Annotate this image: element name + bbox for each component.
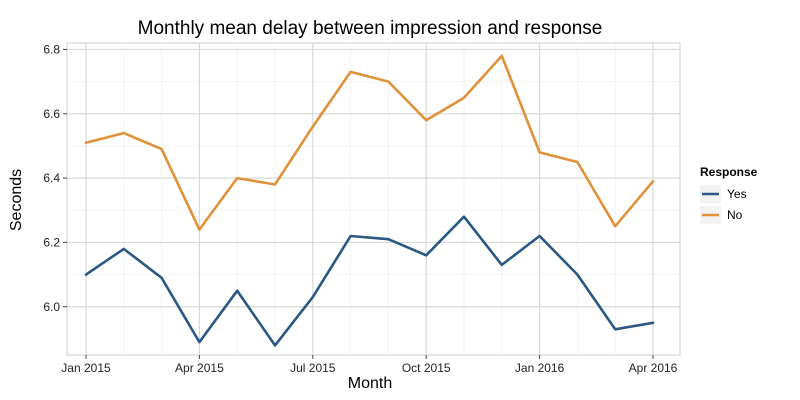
legend-items: Yes No bbox=[700, 185, 747, 224]
major-gridlines bbox=[67, 43, 680, 355]
legend-label-no: No bbox=[727, 208, 743, 222]
x-tick-label: Jul 2015 bbox=[290, 361, 336, 375]
legend: Response Yes No bbox=[700, 165, 758, 224]
x-tick-label: Apr 2015 bbox=[175, 361, 224, 375]
y-axis-ticks: 6.0 6.2 6.4 6.6 6.8 bbox=[43, 42, 67, 314]
legend-label-yes: Yes bbox=[727, 187, 747, 201]
x-axis-ticks: Jan 2015 Apr 2015 Jul 2015 Oct 2015 Jan 2016… bbox=[61, 355, 678, 375]
chart-title: Monthly mean delay between impression an… bbox=[138, 18, 603, 39]
minor-gridlines bbox=[67, 43, 680, 355]
y-axis-title: Seconds bbox=[8, 169, 25, 231]
series-lines bbox=[84, 54, 655, 347]
y-tick-label: 6.0 bbox=[43, 300, 60, 314]
y-tick-label: 6.8 bbox=[43, 42, 60, 56]
y-tick-label: 6.2 bbox=[43, 235, 60, 249]
y-tick-label: 6.6 bbox=[43, 107, 60, 121]
plot-panel bbox=[66, 42, 681, 356]
series-line-no bbox=[84, 54, 655, 231]
x-tick-label: Jan 2015 bbox=[61, 361, 111, 375]
y-tick-label: 6.4 bbox=[43, 171, 60, 185]
x-tick-label: Apr 2016 bbox=[629, 361, 678, 375]
legend-title: Response bbox=[700, 165, 758, 179]
x-tick-label: Jan 2016 bbox=[515, 361, 565, 375]
x-axis-title: Month bbox=[348, 375, 392, 392]
series-line-yes bbox=[84, 215, 655, 347]
x-tick-label: Oct 2015 bbox=[402, 361, 451, 375]
